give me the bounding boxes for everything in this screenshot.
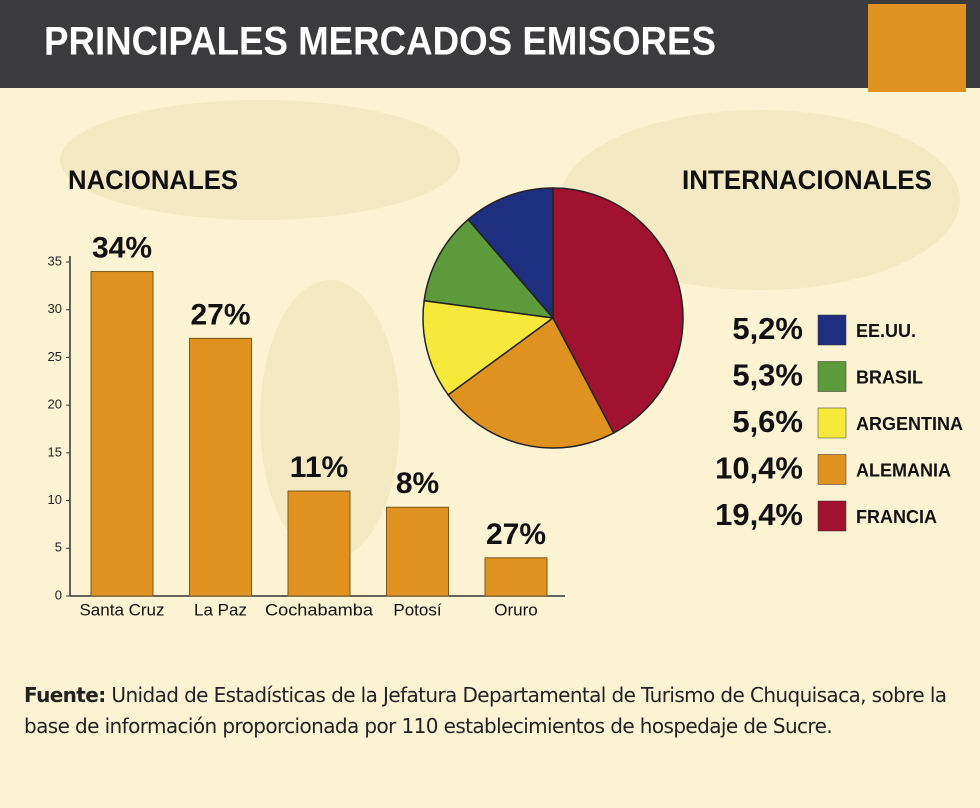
- y-tick-label: 15: [48, 444, 62, 459]
- legend-swatch: [817, 407, 847, 439]
- legend-label: BRASIL: [856, 367, 923, 387]
- bar: [484, 557, 548, 597]
- title-accent: [868, 4, 966, 92]
- y-tick-label: 30: [48, 301, 62, 316]
- source-label: Fuente:: [24, 683, 106, 707]
- value-label: 19,4%: [715, 497, 803, 532]
- bar: [90, 271, 154, 597]
- value-label: 5,2%: [732, 311, 803, 346]
- legend-label: EE.UU.: [856, 321, 916, 341]
- bar-label: 27%: [486, 518, 546, 551]
- bar-label: 8%: [396, 467, 439, 500]
- legend-swatch: [817, 500, 847, 532]
- legend-swatch: [817, 454, 847, 485]
- x-tick-label: Santa Cruz: [79, 600, 164, 619]
- bar: [386, 506, 449, 597]
- legend-label: ARGENTINA: [856, 414, 963, 434]
- pie-slice: [552, 187, 684, 434]
- map-shape: [260, 280, 400, 560]
- chart-title: NACIONALES: [68, 165, 238, 195]
- pie-slice: [422, 299, 555, 396]
- pie-slice: [423, 218, 555, 320]
- bar-label: 11%: [290, 451, 348, 484]
- x-tick-label: Oruro: [494, 600, 537, 619]
- y-tick-label: 20: [48, 397, 62, 412]
- y-tick-label: 5: [55, 540, 62, 555]
- y-tick-label: 0: [55, 587, 62, 602]
- bar-label: 27%: [190, 298, 250, 331]
- x-tick-label: Cochabamba: [265, 600, 374, 619]
- x-tick-label: La Paz: [194, 600, 247, 619]
- bar-label: 34%: [92, 231, 152, 264]
- value-label: 5,3%: [732, 358, 803, 393]
- bar: [189, 337, 252, 597]
- pie-slice: [447, 316, 615, 449]
- x-tick-label: Potosí: [393, 600, 441, 619]
- title-bar: [0, 0, 980, 88]
- y-tick-label: 25: [48, 349, 62, 364]
- value-label: 10,4%: [715, 451, 803, 486]
- legend-swatch: [817, 361, 847, 392]
- y-tick-label: 10: [48, 492, 62, 507]
- bar: [287, 490, 351, 597]
- legend-swatch: [817, 314, 847, 346]
- pie-slice: [467, 187, 554, 321]
- map-shape: [60, 100, 460, 220]
- value-label: 5,6%: [732, 404, 803, 439]
- page-title: PRINCIPALES MERCADOS EMISORES: [44, 20, 716, 64]
- legend-label: ALEMANIA: [856, 460, 951, 480]
- legend-label: FRANCIA: [856, 507, 937, 527]
- source-note: Fuente: Unidad de Estadísticas de la Jef…: [24, 680, 964, 742]
- y-tick-label: 35: [48, 253, 62, 268]
- chart-title: INTERNACIONALES: [682, 165, 932, 195]
- source-text: Unidad de Estadísticas de la Jefatura De…: [24, 683, 947, 738]
